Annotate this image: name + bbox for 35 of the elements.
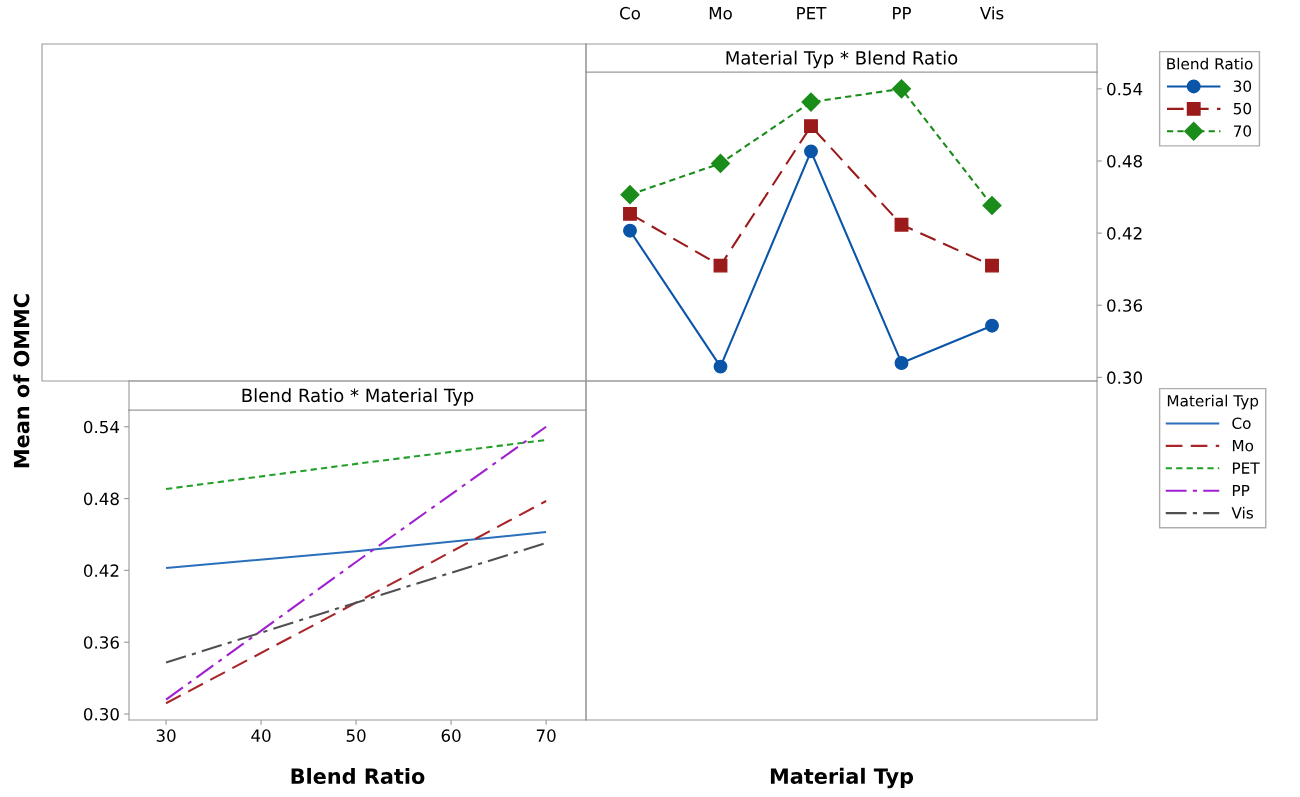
legend-title: Blend Ratio xyxy=(1167,57,1253,70)
x-tick-label: 50 xyxy=(346,729,366,742)
x-tick-label: PET xyxy=(797,7,827,20)
x-axis-title: Blend Ratio xyxy=(291,767,425,785)
y-tick-label: 0.30 xyxy=(1107,371,1143,384)
x-tick-label: Mo xyxy=(709,7,732,20)
x-tick-label: 30 xyxy=(156,729,176,742)
chart-title: Material Typ * Blend Ratio xyxy=(726,50,958,69)
legend-label: 50 xyxy=(1233,102,1252,115)
y-tick-label: 0.30 xyxy=(83,707,119,721)
legend-label: 30 xyxy=(1233,80,1252,92)
x-tick-label: Co xyxy=(620,6,640,20)
x-tick-label: 70 xyxy=(536,729,556,742)
legend-label: 70 xyxy=(1233,125,1252,137)
chart-title: Blend Ratio * Material Typ xyxy=(242,388,474,406)
legend-title: Material Typ xyxy=(1167,394,1259,410)
y-tick-label: 0.36 xyxy=(1107,299,1143,312)
y-tick-label: 0.48 xyxy=(83,492,119,506)
x-tick-label: PP xyxy=(893,7,911,20)
x-tick-label: 60 xyxy=(441,729,461,742)
y-axis-title: Mean of OMMC xyxy=(13,294,30,468)
y-tick-label: 0.48 xyxy=(1107,154,1142,168)
y-tick-label: 0.36 xyxy=(83,636,119,649)
legend-label: Co xyxy=(1232,417,1251,429)
legend-label: Vis xyxy=(1231,506,1254,519)
y-tick-label: 0.54 xyxy=(1107,82,1143,96)
x-tick-label: 40 xyxy=(251,729,271,742)
x-tick-label: Vis xyxy=(979,6,1004,20)
legend-label: Mo xyxy=(1232,440,1254,452)
legend-label: PP xyxy=(1232,484,1250,497)
legend-label: PET xyxy=(1232,462,1260,474)
y-tick-label: 0.42 xyxy=(83,564,119,577)
x-axis-title: Material Typ xyxy=(770,767,914,789)
y-tick-label: 0.54 xyxy=(83,420,120,434)
y-tick-label: 0.42 xyxy=(1107,227,1142,240)
